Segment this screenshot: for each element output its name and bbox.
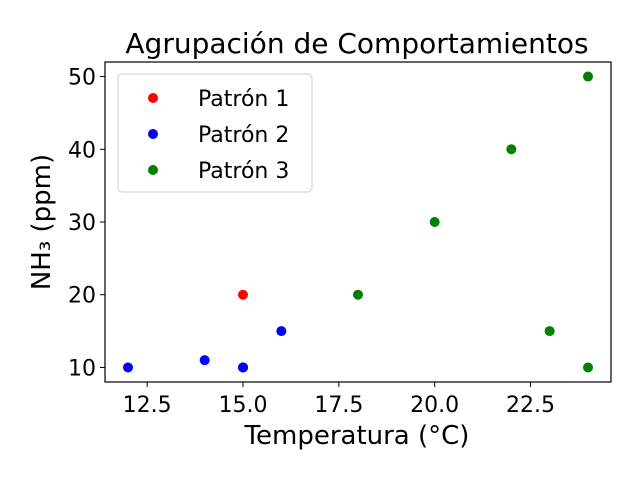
data-point	[276, 326, 287, 337]
y-tick-label: 40	[68, 138, 96, 163]
x-tick-label: 12.5	[123, 393, 172, 418]
data-point	[583, 71, 593, 82]
legend-marker	[148, 165, 158, 175]
y-tick-label: 50	[68, 66, 96, 91]
x-tick-label: 17.5	[314, 393, 363, 418]
y-tick-label: 10	[68, 356, 96, 381]
legend: Patrón 1 Patrón 2 Patrón 3	[117, 73, 313, 193]
data-point	[429, 217, 440, 227]
x-axis-label: Temperatura (°C)	[244, 421, 470, 451]
y-tick-label: 30	[68, 211, 96, 236]
data-points	[123, 71, 593, 373]
x-tick-label: 22.5	[506, 393, 555, 418]
legend-marker	[148, 129, 158, 139]
data-point	[506, 144, 517, 155]
data-point	[544, 326, 555, 337]
legend-label: Patrón 1	[198, 87, 289, 112]
legend-label: Patrón 2	[198, 123, 289, 148]
legend-box	[117, 73, 313, 193]
y-axis: 10 20 30 40 50	[68, 66, 105, 381]
y-tick-label: 20	[68, 284, 96, 309]
data-point	[238, 289, 248, 300]
plot-area: 12.5 15.0 17.5 20.0 22.5 10 20 30 40 50	[68, 61, 612, 418]
x-tick-label: 20.0	[410, 393, 459, 418]
legend-marker	[148, 93, 158, 103]
chart-title: Agrupación de Comportamientos	[125, 27, 588, 60]
x-tick-label: 15.0	[219, 393, 268, 418]
data-point	[353, 289, 363, 300]
y-axis-label: NH₃ (ppm)	[27, 154, 57, 290]
data-point	[583, 362, 593, 373]
data-point	[199, 355, 210, 366]
data-point	[238, 362, 248, 373]
data-point	[123, 362, 133, 373]
x-axis: 12.5 15.0 17.5 20.0 22.5	[123, 382, 555, 418]
legend-label: Patrón 3	[198, 159, 289, 184]
